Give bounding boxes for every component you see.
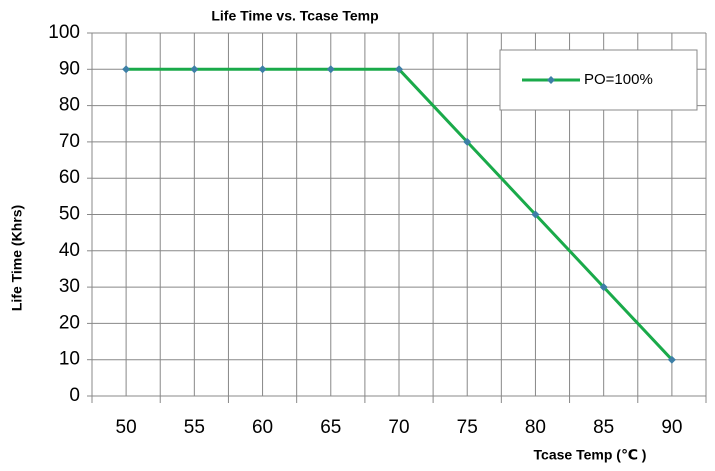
x-tick-label: 55 <box>184 417 205 438</box>
data-point <box>463 137 472 146</box>
legend-marker <box>547 76 555 84</box>
y-tick-label: 60 <box>59 167 80 188</box>
chart-title: Life Time vs. Tcase Temp <box>211 8 378 24</box>
x-tick-label: 90 <box>661 417 682 438</box>
x-tick-label: 75 <box>457 417 478 438</box>
y-tick-label: 100 <box>48 22 80 43</box>
x-tick-label: 85 <box>593 417 614 438</box>
y-tick-label: 20 <box>59 312 80 333</box>
y-tick-label: 70 <box>59 131 80 152</box>
y-tick-label: 30 <box>59 276 80 297</box>
legend: PO=100% <box>499 49 698 111</box>
data-point <box>190 65 199 74</box>
data-point <box>122 65 131 74</box>
data-point <box>667 355 676 364</box>
x-axis-title: Tcase Temp (℃ ) <box>534 447 647 463</box>
y-tick-label: 40 <box>59 240 80 261</box>
y-tick-label: 10 <box>59 349 80 370</box>
y-tick-label: 50 <box>59 204 80 225</box>
data-point <box>258 65 267 74</box>
x-tick-label: 70 <box>388 417 409 438</box>
data-point <box>599 283 608 292</box>
x-tick-label: 65 <box>320 417 341 438</box>
data-point <box>326 65 335 74</box>
y-tick-label: 0 <box>69 385 80 406</box>
y-tick-label: 80 <box>59 95 80 116</box>
x-tick-label: 80 <box>525 417 546 438</box>
y-tick-label: 90 <box>59 58 80 79</box>
data-point <box>531 210 540 219</box>
x-tick-label: 60 <box>252 417 273 438</box>
data-point <box>395 65 403 74</box>
legend-label: PO=100% <box>584 71 653 88</box>
x-tick-label: 50 <box>116 417 137 438</box>
y-axis-title: Life Time (Khrs) <box>9 205 25 311</box>
